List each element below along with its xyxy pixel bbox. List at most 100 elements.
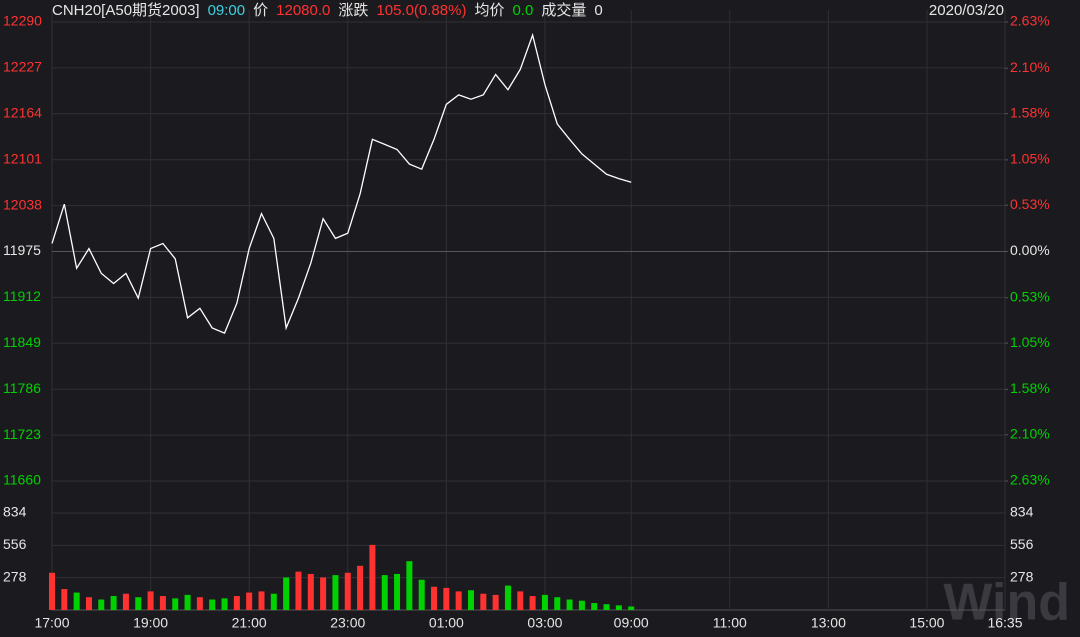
volume-bar [49,572,55,610]
y-tick-label: 11912 [3,288,41,304]
y2-tick-label: 1.05% [1010,151,1050,167]
x-tick-label: 01:00 [429,615,464,631]
volume-bar [221,598,228,610]
x-tick-label: 16:35 [987,615,1022,631]
y-tick-label: 278 [3,568,27,584]
volume-bar [172,598,179,610]
change: 105.0(0.88%) [376,2,467,19]
volume-bar [406,561,413,610]
watermark: Wind [943,574,1070,632]
y-tick-label: 556 [3,536,27,552]
volume-bar [541,594,548,610]
volume-bar [369,544,376,610]
y-tick-label: 11660 [3,472,41,488]
y-tick-label: 12101 [3,150,42,166]
y-tick-label: 556 [1010,536,1034,552]
y2-tick-label: 2.10% [1010,59,1050,75]
header: CNH20[A50期货2003] 09:00 价 12080.0 涨跌 105.… [52,0,603,22]
volume-bar [554,597,561,610]
symbol: CNH20[A50期货2003] [52,2,200,19]
volume-bar [529,596,536,610]
y-tick-label: 834 [1010,504,1034,520]
volume-bar [283,577,290,610]
y-tick-label: 11786 [3,380,41,396]
volume-bar [209,599,216,610]
x-tick-label: 03:00 [527,615,562,631]
volume-bar [628,606,635,610]
x-tick-label: 09:00 [614,615,649,631]
volume-bar [85,597,92,610]
y-tick-label: 12290 [3,13,42,29]
y2-tick-label: 2.63% [1010,13,1050,29]
volume-bar [233,596,240,610]
volume-bar [455,591,462,610]
y-tick-label: 11975 [3,242,41,258]
volume-bar [73,592,80,610]
volume: 0 [594,2,603,19]
x-tick-label: 13:00 [811,615,846,631]
y2-tick-label: 0.53% [1010,196,1050,212]
volume-bar [394,573,401,610]
x-tick-label: 19:00 [133,615,168,631]
x-tick-label: 17:00 [34,615,69,631]
volume-bar [135,597,142,610]
y2-tick-label: 2.63% [1010,472,1050,488]
volume-bar [603,604,610,610]
volume-bar [615,605,622,610]
volume-bar [492,594,499,610]
y2-tick-label: 2.10% [1010,425,1050,441]
y-tick-label: 11723 [3,426,41,442]
volume-bar [246,592,253,610]
y2-tick-label: 1.58% [1010,104,1050,120]
volume-bar [591,603,598,610]
y-tick-label: 12164 [3,105,42,121]
label: 价 [253,2,269,19]
volume-bar [480,593,487,610]
volume-bar [307,573,314,610]
y-tick-label: 12227 [3,59,42,75]
y2-tick-label: 0.53% [1010,288,1050,304]
volume-bar [504,585,511,610]
x-tick-label: 21:00 [232,615,267,631]
price: 12080.0 [276,2,331,19]
volume-bar [381,575,388,610]
y-tick-label: 834 [3,504,27,520]
y-tick-label: 12038 [3,196,42,212]
x-tick-label: 23:00 [330,615,365,631]
x-tick-label: 15:00 [909,615,944,631]
y-tick-label: 278 [1010,568,1034,584]
volume-bar [122,593,129,610]
price-line [51,32,632,334]
y-tick-label: 11849 [3,334,41,350]
label: 涨跌 [338,2,369,19]
volume-bar [566,599,573,610]
label: 均价 [474,2,505,19]
volume-bar [332,575,339,610]
date: 2020/03/20 [928,2,1004,19]
volume-bar [110,596,117,610]
avg: 0.0 [512,2,534,19]
volume-bar [431,586,438,610]
volume-bar [344,572,351,610]
volume-bar [184,594,191,610]
y2-tick-label: 1.58% [1010,380,1050,396]
volume-bar [357,565,364,610]
volume-bar [270,593,277,610]
x-tick-label: 11:00 [713,615,747,631]
volume-bar [320,577,327,610]
volume-bar [578,600,585,610]
volume-bar [517,591,524,610]
volume-bar [98,599,105,610]
volume-bar [258,591,265,610]
volume-bar [467,590,474,610]
volume-bar [418,579,425,610]
volume-bar [61,589,68,610]
volume-bar [295,571,302,610]
label: 成交量 [541,2,587,19]
y2-tick-label: 0.00% [1010,242,1050,258]
y2-tick-label: 1.05% [1010,334,1050,350]
volume-bar [196,597,203,610]
volume-bar [147,591,154,610]
